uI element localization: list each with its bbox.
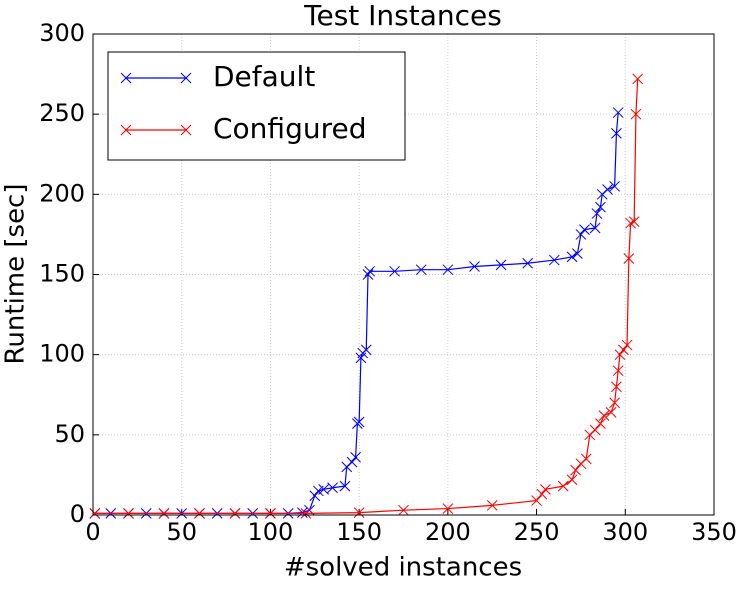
y-tick-label: 50 bbox=[54, 420, 85, 448]
marker bbox=[557, 480, 569, 492]
x-tick-label: 350 bbox=[691, 518, 737, 546]
x-tick-label: 200 bbox=[425, 518, 471, 546]
x-tick-label: 250 bbox=[514, 518, 560, 546]
marker bbox=[180, 124, 192, 136]
marker bbox=[595, 418, 606, 429]
marker bbox=[591, 208, 603, 219]
marker bbox=[609, 397, 620, 409]
marker bbox=[469, 261, 480, 272]
marker bbox=[389, 265, 400, 277]
marker bbox=[327, 482, 338, 494]
marker bbox=[531, 495, 542, 506]
marker bbox=[611, 128, 622, 139]
marker bbox=[536, 488, 548, 500]
chart-title: Test Instances bbox=[303, 0, 502, 32]
marker bbox=[123, 508, 134, 519]
marker bbox=[309, 490, 321, 502]
marker bbox=[618, 344, 629, 356]
marker bbox=[540, 483, 551, 495]
marker bbox=[570, 464, 581, 476]
marker bbox=[575, 229, 587, 240]
marker bbox=[398, 504, 409, 516]
marker bbox=[158, 508, 170, 519]
marker bbox=[360, 344, 372, 356]
y-tick-label: 100 bbox=[39, 340, 85, 368]
y-tick-label: 250 bbox=[39, 99, 85, 127]
marker bbox=[120, 124, 132, 136]
marker bbox=[572, 248, 583, 260]
marker bbox=[630, 108, 642, 120]
marker bbox=[609, 180, 620, 192]
x-tick-label: 0 bbox=[85, 518, 100, 546]
marker bbox=[522, 257, 534, 269]
marker bbox=[297, 507, 308, 518]
marker bbox=[300, 508, 312, 519]
marker bbox=[602, 184, 613, 195]
marker bbox=[265, 508, 276, 519]
y-tick-label: 300 bbox=[39, 19, 85, 47]
marker bbox=[623, 253, 635, 264]
marker bbox=[339, 480, 351, 492]
marker bbox=[589, 222, 601, 234]
x-tick-label: 50 bbox=[166, 518, 197, 546]
y-tick-label: 0 bbox=[70, 500, 85, 528]
marker bbox=[612, 107, 624, 118]
marker bbox=[548, 254, 560, 266]
marker bbox=[611, 381, 622, 393]
marker bbox=[415, 264, 427, 276]
marker bbox=[625, 217, 636, 229]
marker bbox=[595, 201, 606, 213]
marker bbox=[120, 72, 132, 84]
marker bbox=[579, 224, 590, 235]
marker bbox=[346, 456, 358, 468]
marker bbox=[180, 72, 192, 84]
marker bbox=[605, 407, 617, 418]
y-tick-label: 200 bbox=[39, 179, 85, 207]
marker bbox=[621, 339, 633, 351]
marker bbox=[598, 410, 610, 421]
marker bbox=[632, 73, 644, 85]
plot-frame bbox=[92, 33, 715, 516]
x-tick-label: 100 bbox=[248, 518, 294, 546]
x-axis-label: #solved instances bbox=[284, 553, 522, 583]
marker bbox=[495, 259, 507, 271]
marker bbox=[614, 349, 626, 361]
marker bbox=[350, 451, 361, 463]
marker bbox=[318, 483, 330, 495]
marker bbox=[229, 508, 241, 519]
marker bbox=[589, 424, 601, 436]
y-axis-label: Runtime [sec] bbox=[1, 184, 31, 365]
marker bbox=[486, 500, 498, 511]
y-tick-label: 150 bbox=[39, 260, 85, 288]
x-tick-label: 300 bbox=[602, 518, 648, 546]
x-tick-label: 150 bbox=[336, 518, 382, 546]
marker bbox=[89, 508, 101, 519]
marker bbox=[362, 269, 374, 280]
marker bbox=[353, 507, 365, 518]
marker bbox=[628, 216, 640, 227]
marker bbox=[194, 508, 205, 519]
marker bbox=[566, 474, 578, 486]
marker bbox=[442, 264, 454, 276]
legend-label: Configured bbox=[213, 112, 366, 145]
marker bbox=[566, 251, 578, 263]
legend-box bbox=[107, 51, 406, 161]
marker bbox=[612, 365, 624, 377]
marker bbox=[364, 265, 376, 277]
marker bbox=[442, 503, 454, 514]
marker bbox=[353, 416, 365, 428]
marker bbox=[580, 453, 592, 465]
legend-label: Default bbox=[213, 60, 315, 93]
